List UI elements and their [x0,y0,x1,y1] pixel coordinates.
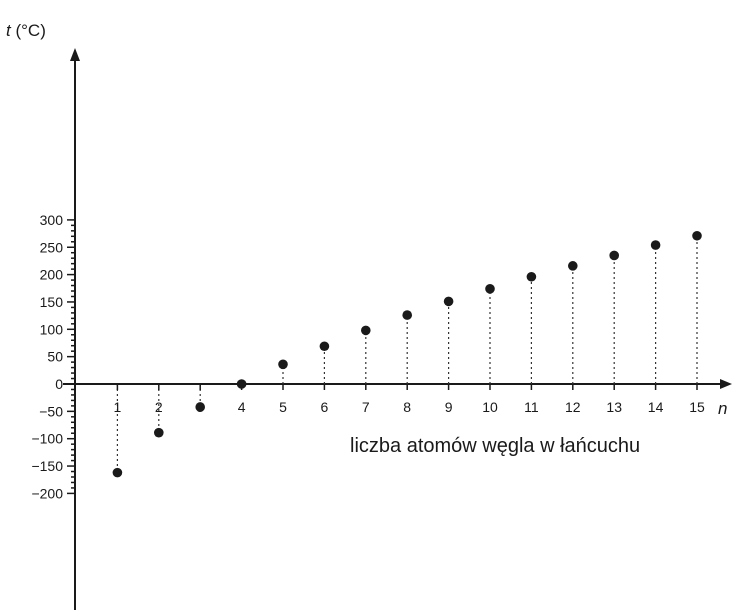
axes [63,48,732,610]
y-tick-label: −200 [31,485,63,501]
data-point [692,230,702,241]
x-tick-label: 14 [648,399,664,415]
x-tick-label: 2 [155,399,163,415]
x-ticks: 1 2 3 4 5 6 7 8 9 10 11 12 13 14 15 [114,384,705,415]
x-tick-label: 11 [524,399,539,415]
data-point [609,250,619,261]
x-tick-label: 8 [403,399,411,415]
data-point [112,467,123,478]
x-axis-arrow [720,379,732,389]
data-point [319,341,330,352]
y-tick-label: 300 [40,212,64,228]
y-axis-arrow [70,48,80,61]
data-point [402,310,413,320]
x-tick-label: 5 [279,399,287,415]
y-ticks: −200 −150 −100 −50 0 50 100 150 200 250 300 [31,212,75,501]
data-point [526,271,537,282]
x-tick-label: 1 [114,399,122,415]
y-tick-label: 100 [40,321,64,337]
x-tick-label: 7 [362,399,370,415]
x-tick-label: 12 [565,399,581,415]
y-tick-label: 0 [55,376,63,392]
x-tick-label: 13 [606,399,622,415]
data-point [443,296,454,307]
y-tick-label: 200 [40,267,64,283]
y-tick-label: −150 [31,458,63,474]
data-point [485,284,495,294]
x-tick-label: 4 [238,399,246,415]
x-tick-label: 9 [445,399,453,415]
y-axis-title: t (°C) [6,21,46,40]
y-tick-label: 150 [40,294,64,310]
y-axis-unit: (°C) [11,21,46,40]
x-tick-label: 3 [196,399,204,415]
x-tick-label: 15 [689,399,705,415]
data-point [278,359,288,370]
x-axis-variable: n [718,399,727,418]
x-tick-label: 10 [482,399,498,415]
y-tick-label: −100 [31,431,63,447]
data-point [650,240,661,250]
data-points [112,230,702,478]
y-axis-variable: t [6,21,12,40]
x-axis-label: liczba atomów węgla w łańcuchu [350,435,640,457]
y-tick-label: −50 [39,403,63,419]
x-tick-label: 6 [321,399,329,415]
drop-lines [116,235,698,473]
y-tick-label: 250 [40,239,64,255]
data-point [361,325,371,336]
data-point [195,402,205,412]
y-tick-label: 50 [47,349,63,365]
data-point [154,427,164,438]
data-point [568,261,578,271]
